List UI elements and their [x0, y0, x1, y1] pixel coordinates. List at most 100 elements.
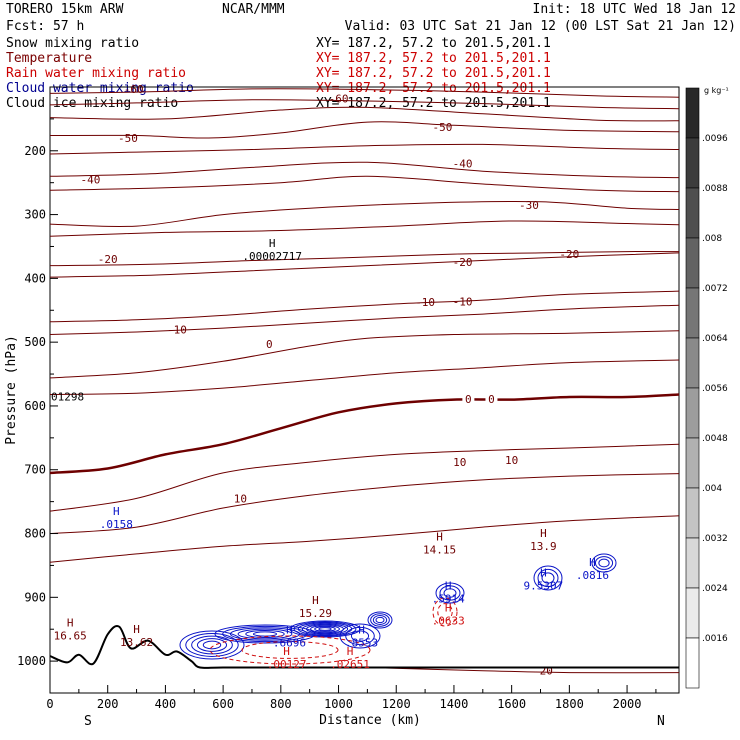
cloud-water-contour [541, 572, 555, 584]
temperature-contour-label: -40 [453, 158, 473, 171]
cloud-water-contour [289, 620, 361, 638]
cloud-water-contour [598, 558, 610, 568]
high-marker: H [445, 602, 452, 615]
high-value-label: .00002717 [242, 250, 302, 263]
temperature-contours: -60 -60 -50 -50 -40 -40 -30 -20 -20 -20 -10 -10 -10 0… [49, 83, 680, 678]
legend-name-rain: Rain water mixing ratio [6, 66, 186, 81]
colorbar-label: .0032 [702, 534, 728, 544]
temperature-contour [49, 99, 680, 110]
cloud-water-contour [345, 626, 375, 646]
temperature-contour [49, 175, 680, 193]
temperature-contour-label: 0 [266, 338, 273, 351]
temperature-contour [49, 220, 680, 237]
x-tick-label: 600 [212, 697, 234, 711]
cloud-water-contour [202, 640, 222, 650]
south-end-label: S [84, 714, 92, 729]
legend-coords-rain: XY= 187.2, 57.2 to 201.5,201.1 [316, 66, 551, 81]
cloud-water-contour [435, 582, 465, 604]
temperature-contour [49, 121, 680, 139]
colorbar-label: .0056 [702, 384, 728, 394]
cloud-water-contour [314, 626, 336, 632]
temperature-contour [49, 252, 680, 278]
cloud-water-contour [372, 615, 388, 625]
high-value-label: .8553 [345, 636, 378, 649]
cloud-water-contour [196, 638, 228, 652]
high-value-label: .0816 [576, 569, 609, 582]
cloud-water-contour [370, 613, 390, 627]
valid-label: Valid: 03 UTC Sat 21 Jan 12 (00 LST Sat … [345, 19, 736, 34]
temperature-contour [367, 667, 680, 674]
colorbar-label: .008 [702, 234, 722, 244]
colorbar: .0096 .0088 .008 .0072 .0064 .0056 .0048 .004 .0… [685, 87, 728, 689]
temperature-contour [49, 106, 680, 122]
temperature-contour [49, 515, 680, 563]
high-marker: H [589, 556, 596, 569]
y-tick-label: 1000 [17, 654, 46, 668]
high-marker: H [67, 616, 74, 629]
rain-water-contour [209, 635, 371, 665]
colorbar-segment [685, 587, 700, 639]
init-label: Init: 18 UTC Wed 18 Jan 12 [533, 2, 737, 17]
high-value-label: 9.5307 [524, 580, 564, 593]
plot-frame [49, 86, 680, 694]
temperature-contour [49, 161, 680, 179]
temperature-contour-label: -30 [519, 199, 539, 212]
colorbar-label: .0072 [702, 284, 728, 294]
temperature-contour-label: -50 [118, 132, 138, 145]
high-marker: H [445, 579, 452, 592]
colorbar-label: .0048 [702, 434, 728, 444]
legend-name-temperature: Temperature [6, 51, 92, 66]
temperature-contour-label: 10 [453, 456, 466, 469]
y-tick-label: 800 [24, 527, 46, 541]
legend-coords-temperature: XY= 187.2, 57.2 to 201.5,201.1 [316, 51, 551, 66]
y-tick-label: 900 [24, 590, 46, 604]
cloud-water-contour [367, 611, 393, 629]
colorbar-segment [685, 637, 700, 689]
temperature-contour [49, 330, 680, 379]
colorbar-segment [685, 437, 700, 489]
colorbar-label: .004 [702, 484, 722, 494]
high-marker: H [540, 527, 547, 540]
cloud-water-contour [439, 585, 461, 601]
cloud-water-contour [533, 565, 563, 591]
high-value-label: .0158 [100, 518, 133, 531]
high-marker: H [312, 594, 319, 607]
cloud-water-contour [594, 556, 614, 570]
y-tick-label: 700 [24, 463, 46, 477]
colorbar-label: .0064 [702, 334, 728, 344]
cloud-water-contour [443, 588, 457, 598]
terrain-line [49, 625, 679, 669]
freezing-label-bg [485, 392, 498, 405]
cloud-water-contour [237, 628, 293, 640]
cloud-water-contour [375, 616, 385, 624]
high-value-label: 15.29 [299, 607, 332, 620]
high-marker: H [283, 645, 290, 658]
colorbar-label: .0088 [702, 184, 728, 194]
temperature-contour-label: -10 [415, 296, 435, 309]
colorbar-label: .0024 [702, 584, 728, 594]
temperature-contour [49, 359, 680, 395]
high-value-label: 13.9 [530, 540, 557, 553]
cloud-water-contour [350, 630, 370, 642]
temperature-contour-label: -50 [432, 121, 452, 134]
high-value-label: 14.15 [423, 543, 456, 556]
temperature-contour [49, 473, 680, 534]
x-tick-label: 400 [155, 697, 177, 711]
legend-coords-cloud-ice: XY= 187.2, 57.2 to 201.5,201.1 [316, 96, 551, 111]
temperature-contour [49, 290, 680, 323]
temperature-contour [49, 143, 680, 155]
colorbar-label: .0096 [702, 134, 728, 144]
temperature-contour-label: -10 [167, 323, 187, 336]
high-value-label: .00127 [267, 658, 307, 671]
temperature-contour [49, 304, 680, 335]
high-marker: H [436, 530, 443, 543]
high-value-label: 13.62 [120, 636, 153, 649]
colorbar-segment [685, 287, 700, 339]
colorbar-segment [685, 537, 700, 589]
colorbar-segment [685, 137, 700, 189]
y-tick-label: 400 [24, 271, 46, 285]
temperature-contour-label: -10 [453, 295, 473, 308]
north-end-label: N [657, 714, 665, 729]
